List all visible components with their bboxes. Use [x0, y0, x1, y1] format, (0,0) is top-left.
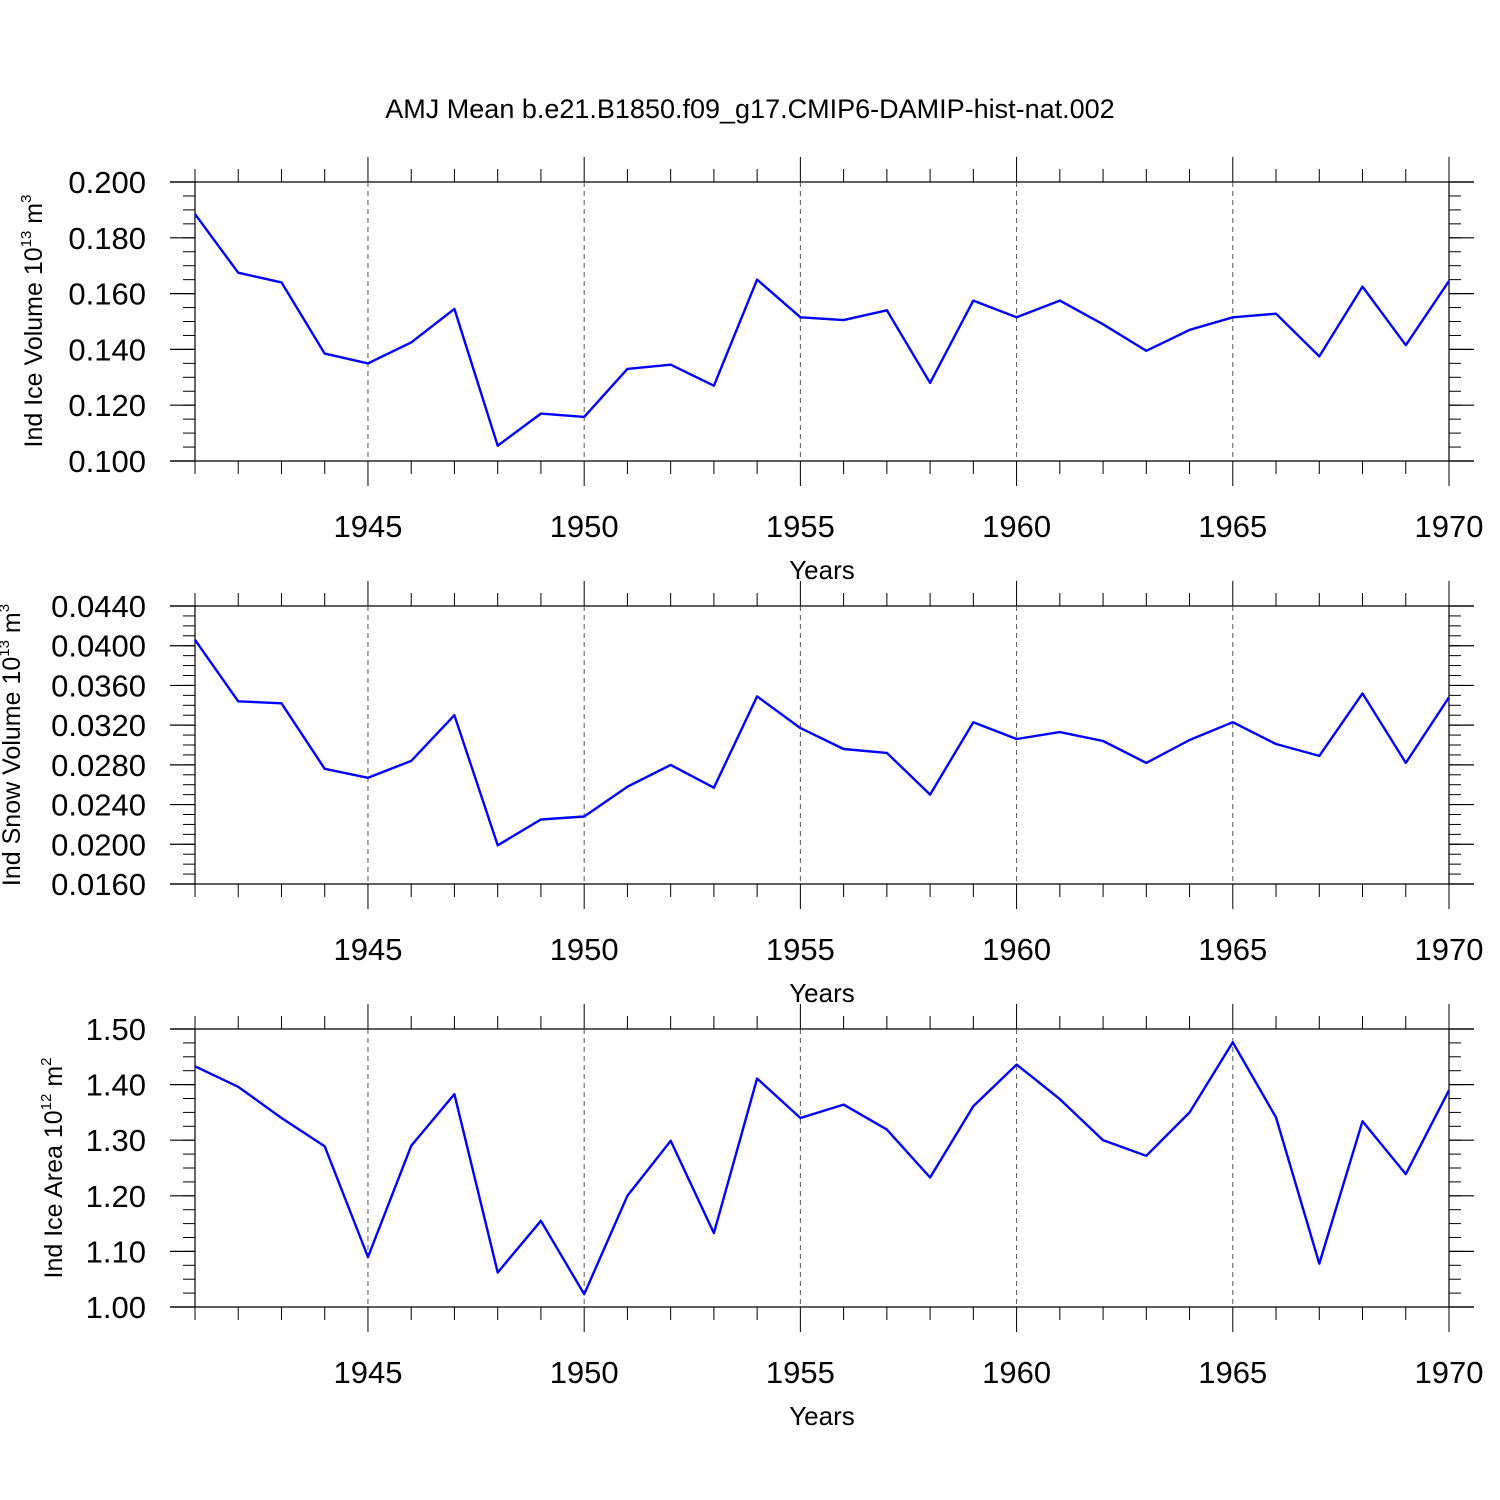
x-tick-label: 1960 — [982, 509, 1051, 544]
y-axis-label: Ind Ice Volume 1013 m3 — [18, 195, 48, 448]
y-tick-label: 0.0200 — [51, 827, 146, 862]
y-tick-label: 0.0360 — [51, 668, 146, 703]
y-tick-label: 0.0160 — [51, 867, 146, 902]
y-tick-label: 1.50 — [86, 1012, 146, 1047]
y-tick-label: 1.30 — [86, 1123, 146, 1158]
y-tick-label: 1.20 — [86, 1179, 146, 1214]
x-tick-label: 1965 — [1198, 1355, 1267, 1390]
x-axis-label: Years — [789, 555, 855, 585]
y-tick-label: 1.10 — [86, 1234, 146, 1269]
y-tick-label: 0.0440 — [51, 589, 146, 624]
y-tick-label: 0.0400 — [51, 629, 146, 664]
y-tick-label: 0.160 — [68, 277, 146, 312]
figure-title: AMJ Mean b.e21.B1850.f09_g17.CMIP6-DAMIP… — [385, 94, 1114, 124]
panel-3: 1.50 1.40 1.30 1.20 1.10 1.00 1945 1950 1955 1960… — [38, 1004, 1483, 1431]
x-tick-label: 1970 — [1415, 1355, 1484, 1390]
y-tick-label: 0.0280 — [51, 748, 146, 783]
series-line — [194, 639, 1451, 847]
x-tick-label: 1970 — [1415, 509, 1484, 544]
x-tick-label: 1950 — [550, 509, 619, 544]
y-tick-label: 1.00 — [86, 1290, 146, 1325]
x-tick-label: 1960 — [982, 932, 1051, 967]
x-tick-label: 1965 — [1198, 932, 1267, 967]
y-tick-label: 0.180 — [68, 221, 146, 256]
x-axis-label: Years — [789, 978, 855, 1008]
x-tick-label: 1945 — [333, 509, 402, 544]
y-axis-label: Ind Ice Area 1012 m2 — [38, 1058, 68, 1279]
panel-2: 0.0440 0.0400 0.0360 0.0320 0.0280 0.0240 0.02… — [0, 581, 1483, 1008]
x-tick-label: 1955 — [766, 932, 835, 967]
x-tick-label: 1955 — [766, 509, 835, 544]
y-axis-label: Ind Snow Volume 1013 m3 — [0, 604, 26, 886]
x-tick-label: 1950 — [550, 932, 619, 967]
x-tick-label: 1945 — [333, 1355, 402, 1390]
x-axis-label: Years — [789, 1401, 855, 1431]
x-tick-label: 1945 — [333, 932, 402, 967]
x-tick-label: 1960 — [982, 1355, 1051, 1390]
x-tick-label: 1965 — [1198, 509, 1267, 544]
y-tick-label: 0.200 — [68, 165, 146, 200]
y-tick-label: 0.0320 — [51, 708, 146, 743]
panels: 0.200 0.180 0.160 0.140 0.120 0.100 1945 1950 19… — [0, 157, 1483, 1431]
y-tick-label: 0.140 — [68, 332, 146, 367]
y-tick-label: 0.0240 — [51, 788, 146, 823]
y-tick-label: 0.120 — [68, 388, 146, 423]
x-tick-label: 1950 — [550, 1355, 619, 1390]
panel-1: 0.200 0.180 0.160 0.140 0.120 0.100 1945 1950 19… — [18, 157, 1483, 585]
x-tick-label: 1955 — [766, 1355, 835, 1390]
y-tick-label: 0.100 — [68, 444, 146, 479]
y-tick-label: 1.40 — [86, 1068, 146, 1103]
x-tick-label: 1970 — [1415, 932, 1484, 967]
series-line — [194, 213, 1450, 447]
series-line — [194, 1041, 1451, 1296]
